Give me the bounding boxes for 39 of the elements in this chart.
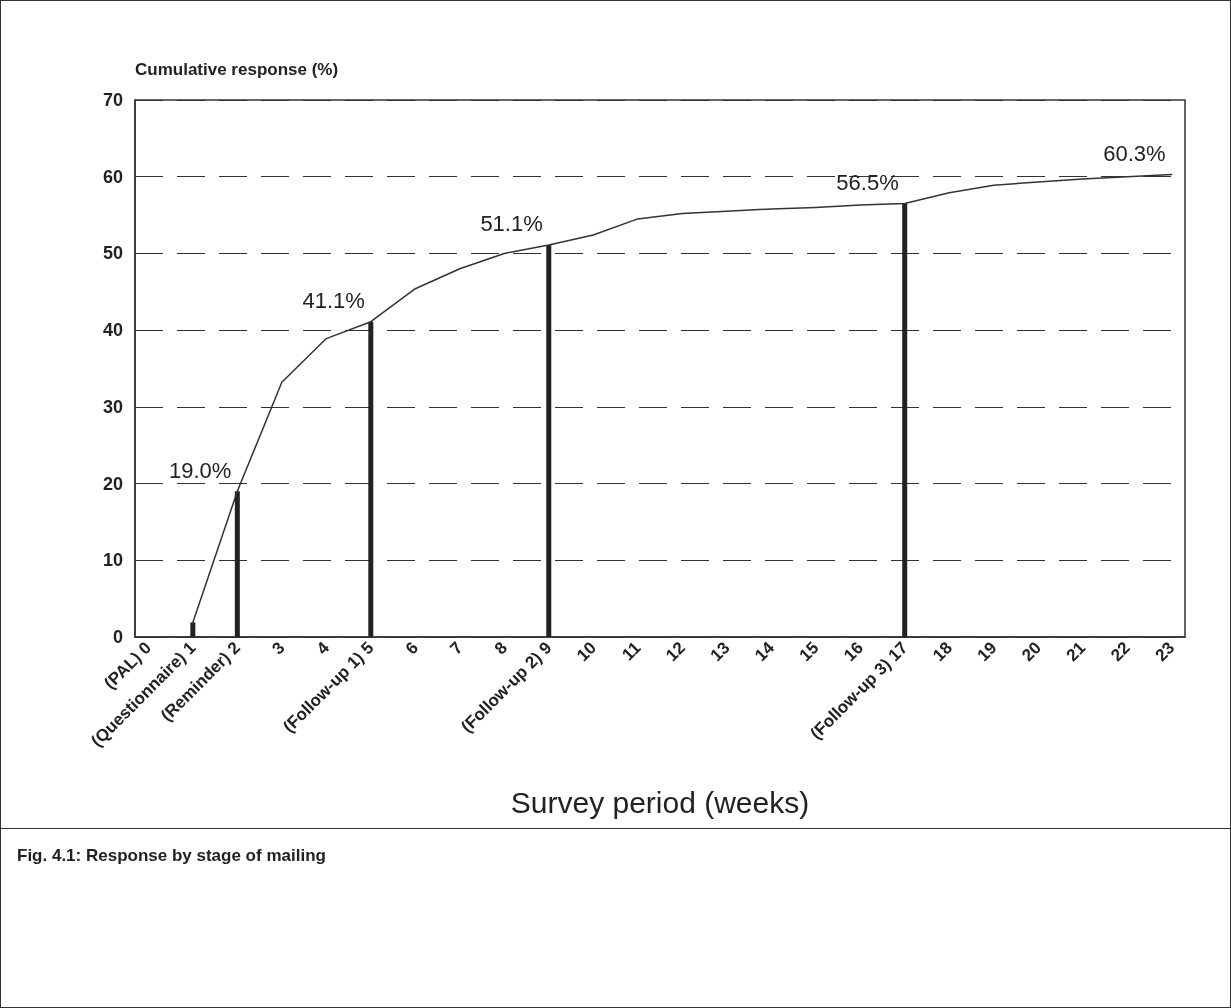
x-tick-label: 18 (929, 638, 956, 666)
x-axis-title: Survey period (weeks) (510, 785, 810, 819)
annotation: 56.5% (836, 170, 899, 196)
x-tick-label: 4 (312, 637, 334, 659)
bar (368, 321, 374, 637)
x-tick-label: 23 (1151, 638, 1179, 666)
bar (234, 491, 240, 637)
x-tick-label: 21 (1062, 638, 1090, 666)
x-tick-label: 15 (795, 638, 823, 666)
x-tick-label: 8 (490, 638, 511, 659)
x-tick-label: 22 (1107, 638, 1134, 666)
bar (546, 244, 552, 637)
x-tick-label: 20 (1018, 638, 1045, 666)
x-tick-label: 14 (751, 637, 779, 666)
y-tick-label: 20 (102, 473, 123, 494)
annotation: 51.1% (480, 211, 543, 237)
annotation: 19.0% (168, 457, 232, 483)
bar (902, 203, 908, 637)
bar (190, 622, 196, 637)
y-tick-label: 60 (102, 166, 123, 187)
x-tick-label: 10 (573, 638, 600, 666)
x-tick-label: 19 (973, 638, 1001, 666)
y-tick-label: 30 (102, 396, 123, 417)
text: Fig. 4.1: Response by stage of mailing (17, 846, 326, 865)
y-tick-label: 50 (102, 243, 123, 264)
y-tick-label: 10 (102, 550, 123, 571)
annotation: 60.3% (1103, 140, 1166, 166)
x-tick-label: 6 (401, 638, 423, 659)
y-tick-label: 70 (102, 90, 123, 110)
y-tick-label: 0 (112, 627, 123, 647)
x-tick-label: 11 (618, 638, 645, 665)
annotation: 41.1% (302, 288, 365, 314)
x-tick-label: 16 (840, 638, 867, 666)
y-axis-title: Cumulative response (%) (135, 60, 339, 79)
x-tick-label: 13 (706, 638, 734, 666)
x-tick-label: 7 (446, 638, 467, 659)
x-tick-label: 12 (662, 638, 689, 666)
y-tick-label: 40 (102, 320, 123, 341)
x-tick-label: 3 (268, 638, 289, 659)
